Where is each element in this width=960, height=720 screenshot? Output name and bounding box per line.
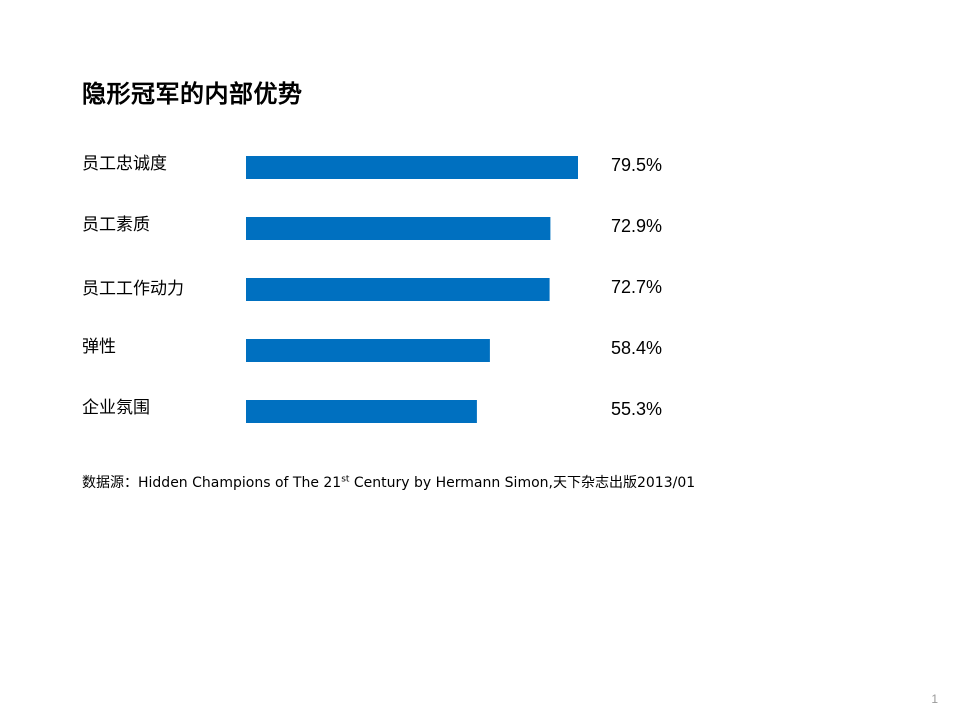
value-label: 72.9% [611, 216, 662, 236]
bar [246, 400, 477, 423]
bar [246, 278, 550, 301]
source-suffix: Century by Hermann Simon,天下杂志出版2013/01 [349, 475, 696, 491]
bar [246, 217, 551, 240]
category-label: 员工忠诚度 [82, 154, 167, 174]
bar [246, 339, 490, 362]
category-label: 员工工作动力 [82, 279, 184, 299]
page-number: 1 [931, 692, 938, 706]
source-superscript: st [341, 474, 350, 485]
category-label: 弹性 [82, 337, 116, 357]
value-label: 58.4% [611, 338, 662, 358]
chart-title: 隐形冠军的内部优势 [82, 80, 303, 108]
value-label: 72.7% [611, 277, 662, 297]
category-label: 员工素质 [82, 215, 150, 235]
value-label: 79.5% [611, 155, 662, 175]
value-label: 55.3% [611, 399, 662, 419]
source-note: 数据源：Hidden Champions of The 21st Century… [82, 472, 695, 492]
source-prefix: 数据源：Hidden Champions of The 21 [82, 475, 342, 491]
bar [246, 156, 578, 179]
category-label: 企业氛围 [82, 398, 150, 418]
